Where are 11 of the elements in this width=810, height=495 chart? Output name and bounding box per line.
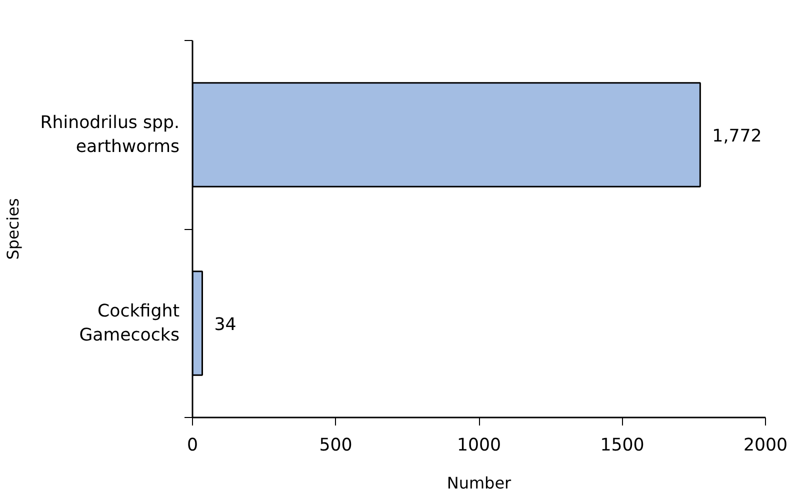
y-axis-title: Species [3, 198, 22, 260]
x-tick-label: 500 [319, 436, 352, 456]
data-label: 1,772 [712, 126, 762, 146]
y-tick-label: Cockfight Gamecocks [79, 301, 180, 346]
x-tick-label: 1000 [456, 436, 502, 456]
data-label: 34 [214, 314, 236, 335]
x-tick-label: 0 [186, 436, 198, 456]
x-axis-title: Number [446, 474, 512, 492]
x-tick-label: 1500 [600, 436, 644, 456]
y-tick-label: Rhinodrilus spp. earthworms [40, 112, 180, 157]
x-tick-label: 2000 [743, 436, 788, 456]
